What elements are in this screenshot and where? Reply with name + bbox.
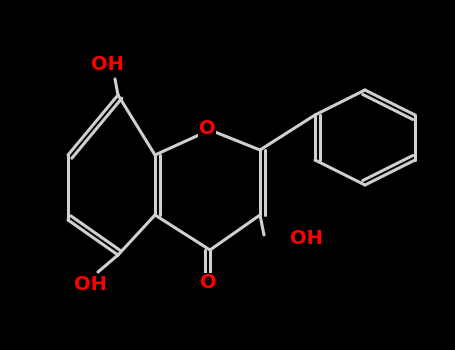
Text: OH: OH [91, 56, 123, 75]
Text: O: O [200, 273, 216, 293]
Text: O: O [199, 119, 215, 138]
Text: OH: OH [290, 229, 323, 247]
Text: OH: OH [74, 275, 106, 294]
